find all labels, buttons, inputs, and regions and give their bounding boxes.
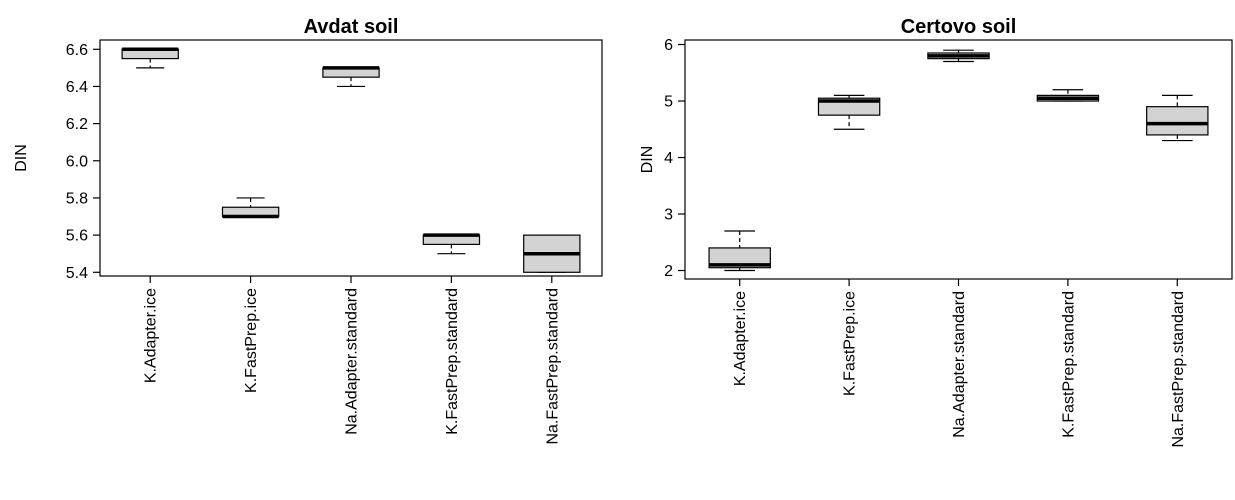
y-tick-label: 6.6	[66, 42, 88, 59]
box-K.FastPrep.standard	[1036, 89, 1100, 102]
y-axis: 2 3 4 5 6	[664, 37, 685, 280]
box-K.FastPrep.standard	[422, 233, 481, 255]
box-Na.Adapter.standard	[322, 66, 380, 88]
box-K.FastPrep.ice	[817, 94, 881, 130]
y-tick-label: 5.6	[66, 228, 88, 245]
x-axis: K.Adapter.ice K.FastPrep.ice Na.Adapter.st…	[143, 276, 561, 445]
iqr-box	[708, 247, 771, 269]
y-tick-label: 5.8	[66, 190, 88, 207]
box-K.Adapter.ice	[708, 230, 771, 272]
y-tick-label: 4	[664, 150, 673, 167]
category-label: Na.FastPrep.standard	[1170, 291, 1187, 448]
category-label: K.FastPrep.ice	[842, 291, 859, 396]
avdat-soil-chart: Avdat soil DIN 5.4 5.6 5.8 6.0 6.2 6.4 6.6 K.Adap…	[13, 16, 603, 445]
y-tick-label: 6.2	[66, 116, 88, 133]
y-tick-label: 3	[664, 207, 673, 224]
y-tick-label: 5.4	[66, 265, 88, 282]
category-label: K.FastPrep.standard	[444, 288, 461, 435]
category-label: Na.FastPrep.standard	[544, 288, 561, 445]
y-tick-label: 2	[664, 263, 673, 280]
category-label: K.Adapter.ice	[143, 288, 160, 383]
box-K.Adapter.ice	[121, 47, 179, 69]
plot-frame	[684, 39, 1233, 280]
category-label: K.FastPrep.ice	[243, 288, 260, 393]
box-K.FastPrep.ice	[221, 197, 280, 219]
box-Na.FastPrep.standard	[523, 234, 581, 273]
y-axis-label: DIN	[13, 144, 30, 172]
category-label: Na.Adapter.standard	[344, 288, 361, 435]
box-Na.Adapter.standard	[927, 49, 990, 63]
box-Na.FastPrep.standard	[1146, 94, 1209, 142]
category-label: K.FastPrep.standard	[1060, 291, 1077, 438]
x-axis: K.Adapter.ice K.FastPrep.ice Na.Adapter.st…	[732, 279, 1187, 448]
y-axis-label: DIN	[639, 146, 656, 174]
y-tick-label: 6	[664, 37, 673, 54]
category-label: Na.Adapter.standard	[951, 291, 968, 438]
category-label: K.Adapter.ice	[732, 291, 749, 386]
chart-title: Certovo soil	[901, 16, 1017, 38]
y-tick-label: 5	[664, 94, 673, 111]
y-tick-label: 6.0	[66, 153, 88, 170]
chart-title: Avdat soil	[304, 16, 399, 38]
y-axis: 5.4 5.6 5.8 6.0 6.2 6.4 6.6	[66, 42, 100, 282]
certovo-soil-chart: Certovo soil DIN 2 3 4 5 6 K.Adapter.ice K.FastP…	[639, 16, 1233, 448]
iqr-box	[1146, 106, 1209, 136]
y-tick-label: 6.4	[66, 79, 88, 96]
